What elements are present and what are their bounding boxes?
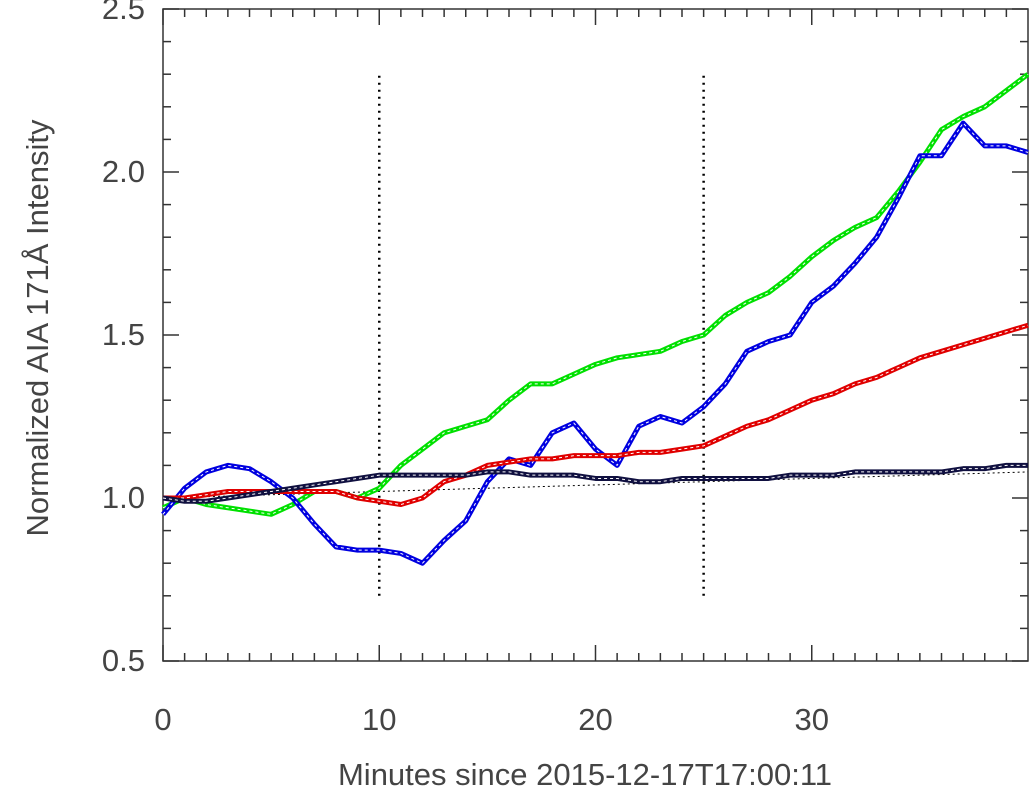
x-tick-label: 0 [154, 702, 171, 737]
data-line-highlight [162, 73, 1029, 515]
data-line-highlight [162, 122, 1029, 564]
x-tick-label: 30 [795, 702, 829, 737]
y-axis-label: Normalized AIA 171Å Intensity [20, 119, 55, 537]
y-tick-label: 1.0 [102, 480, 145, 515]
trend-line [162, 471, 1029, 499]
y-tick-label: 2.5 [102, 0, 145, 26]
y-tick-label: 0.5 [102, 643, 145, 678]
x-tick-label: 20 [578, 702, 612, 737]
data-line-highlight [162, 464, 1028, 502]
y-tick-label: 2.0 [102, 154, 145, 189]
x-axis-label: Minutes since 2015-12-17T17:00:11 [338, 757, 832, 792]
data-line-highlight [163, 324, 1029, 506]
plot-frame [162, 8, 1029, 662]
x-tick-label: 10 [362, 702, 396, 737]
y-tick-label: 1.5 [102, 317, 145, 352]
